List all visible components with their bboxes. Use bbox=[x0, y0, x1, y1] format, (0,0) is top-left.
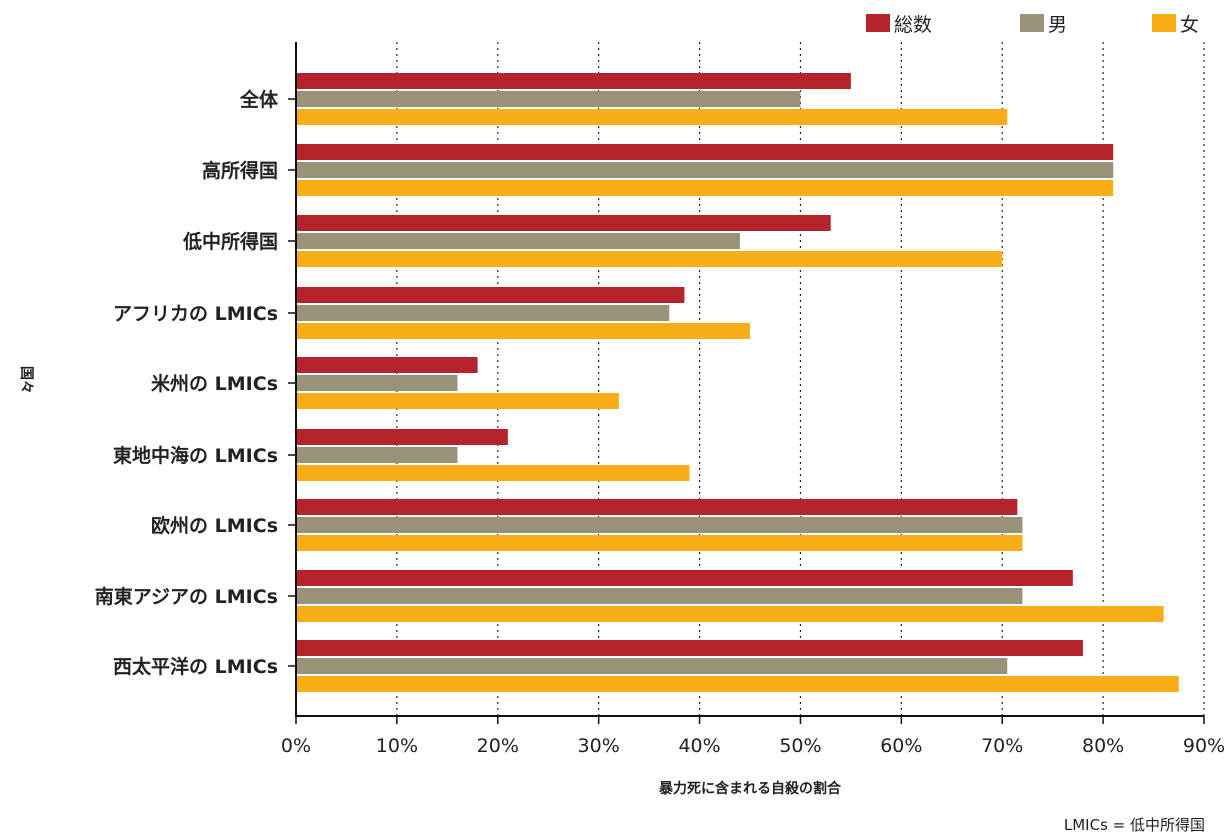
bar-8-1 bbox=[296, 658, 1008, 674]
bar-3-1 bbox=[296, 305, 670, 321]
bar-3-0 bbox=[296, 287, 685, 303]
bar-7-1 bbox=[296, 588, 1023, 604]
bar-5-2 bbox=[296, 465, 690, 481]
bar-4-0 bbox=[296, 357, 478, 373]
bar-4-1 bbox=[296, 375, 458, 391]
legend-label-2: 女 bbox=[1180, 14, 1199, 36]
category-label-8: 西太平洋の LMICs bbox=[113, 655, 278, 678]
category-label-6: 欧州の LMICs bbox=[151, 514, 278, 537]
axis-layer: 0% 10% 20% 30% 40% 50% 60% 70% 80% 90% 全体高所得国低中所得国… bbox=[95, 42, 1225, 757]
category-label-7: 南東アジアの LMICs bbox=[95, 585, 278, 608]
category-label-3: アフリカの LMICs bbox=[113, 303, 278, 325]
bar-0-1 bbox=[296, 91, 801, 107]
bar-7-0 bbox=[296, 570, 1073, 586]
category-label-5: 東地中海の LMICs bbox=[113, 444, 278, 467]
x-tick-label-30: 30% bbox=[578, 735, 620, 757]
bar-3-2 bbox=[296, 323, 750, 339]
bar-5-0 bbox=[296, 429, 508, 445]
bar-7-2 bbox=[296, 606, 1164, 622]
bar-6-1 bbox=[296, 517, 1023, 533]
legend: 総数 男 女 bbox=[866, 14, 1199, 36]
x-tick-label-70: 70% bbox=[981, 735, 1023, 757]
bar-2-2 bbox=[296, 251, 1003, 267]
bar-8-0 bbox=[296, 640, 1083, 656]
x-tick-label-20: 20% bbox=[477, 735, 519, 757]
bar-5-1 bbox=[296, 447, 458, 463]
legend-label-0: 総数 bbox=[894, 14, 932, 36]
footnote: LMICs = 低中所得国 bbox=[1064, 816, 1205, 834]
legend-swatch-0 bbox=[866, 14, 890, 32]
bar-2-0 bbox=[296, 215, 831, 231]
bar-6-2 bbox=[296, 535, 1023, 551]
bar-layer bbox=[296, 73, 1179, 692]
bar-0-2 bbox=[296, 109, 1008, 125]
legend-swatch-1 bbox=[1020, 14, 1044, 32]
x-tick-label-50: 50% bbox=[779, 735, 821, 757]
legend-label-1: 男 bbox=[1048, 14, 1067, 36]
bar-1-1 bbox=[296, 162, 1114, 178]
legend-swatch-2 bbox=[1152, 14, 1176, 32]
y-axis-title: 国々 bbox=[18, 366, 34, 394]
x-tick-label-0: 0% bbox=[281, 735, 311, 757]
bar-6-0 bbox=[296, 499, 1018, 515]
category-label-0: 全体 bbox=[239, 88, 279, 111]
x-tick-label-80: 80% bbox=[1082, 735, 1124, 757]
category-label-4: 米州の LMICs bbox=[151, 372, 278, 395]
category-label-2: 低中所得国 bbox=[182, 230, 278, 253]
bar-1-0 bbox=[296, 144, 1114, 160]
x-tick-label-40: 40% bbox=[678, 735, 720, 757]
bar-2-1 bbox=[296, 233, 740, 249]
bar-0-0 bbox=[296, 73, 851, 89]
bar-1-2 bbox=[296, 180, 1114, 196]
bar-8-2 bbox=[296, 676, 1179, 692]
x-tick-label-10: 10% bbox=[376, 735, 418, 757]
category-label-1: 高所得国 bbox=[202, 159, 278, 182]
x-axis-title: 暴力死に含まれる自殺の割合 bbox=[658, 780, 842, 797]
x-tick-label-60: 60% bbox=[880, 735, 922, 757]
bar-4-2 bbox=[296, 393, 619, 409]
x-tick-label-90: 90% bbox=[1183, 735, 1225, 757]
